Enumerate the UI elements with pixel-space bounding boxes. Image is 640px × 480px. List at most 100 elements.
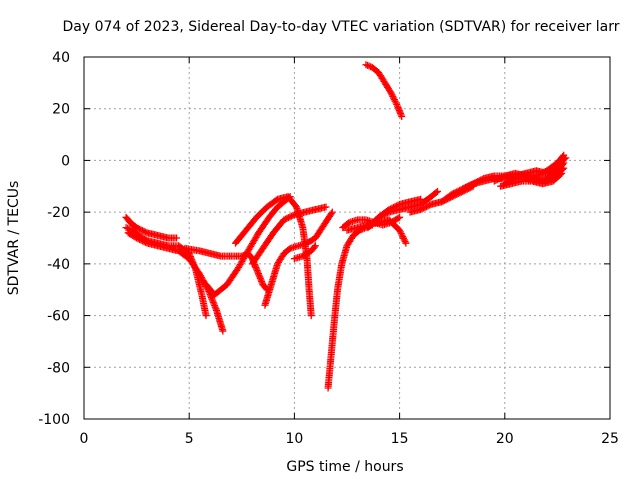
data-point xyxy=(382,210,390,218)
gridlines xyxy=(84,57,610,419)
data-point xyxy=(558,169,566,177)
data-point xyxy=(137,226,145,234)
data-point xyxy=(401,238,409,246)
series-arc5 xyxy=(202,193,294,299)
data-point xyxy=(493,176,501,184)
x-tick-label: 25 xyxy=(601,431,619,447)
data-point xyxy=(402,239,410,247)
data-point xyxy=(472,178,480,186)
data-point xyxy=(311,242,319,250)
data-point xyxy=(173,234,181,242)
data-point xyxy=(453,188,461,196)
data-point xyxy=(281,215,289,223)
data-point xyxy=(432,188,440,196)
series-arc15 xyxy=(375,187,441,221)
data-point xyxy=(202,312,210,320)
data-point xyxy=(495,175,503,183)
data-point xyxy=(454,187,462,195)
series-arc2 xyxy=(122,213,181,242)
data-point xyxy=(496,174,504,182)
data-point xyxy=(136,235,144,243)
data-point xyxy=(559,153,567,161)
data-point xyxy=(400,234,408,242)
data-point xyxy=(322,203,330,211)
data-point xyxy=(478,175,486,183)
series-arc12 xyxy=(343,216,410,247)
data-point xyxy=(499,173,507,181)
series-arc10 xyxy=(324,221,376,392)
data-point xyxy=(381,210,389,218)
data-point xyxy=(400,236,408,244)
y-axis-label: SDTVAR / TECUs xyxy=(6,181,22,296)
data-point xyxy=(394,214,402,222)
y-tick-label: 20 xyxy=(52,102,70,118)
data-point xyxy=(396,226,404,234)
data-point xyxy=(399,233,407,241)
data-point xyxy=(391,97,399,105)
data-point xyxy=(469,180,477,188)
series-arc8 xyxy=(248,203,330,268)
data-point xyxy=(196,270,204,278)
data-point xyxy=(538,169,546,177)
y-tick-label: -40 xyxy=(47,257,70,273)
data-point xyxy=(450,189,458,197)
data-point xyxy=(466,181,474,189)
data-point xyxy=(142,238,150,246)
data-point xyxy=(136,225,144,233)
data-point xyxy=(389,92,397,100)
data-point xyxy=(197,272,205,280)
data-point xyxy=(133,234,141,242)
data-point xyxy=(535,170,543,178)
data-point xyxy=(137,236,145,244)
y-tick-label: -20 xyxy=(47,205,70,221)
data-point xyxy=(420,204,428,212)
data-point xyxy=(459,185,467,193)
y-tick-label: -80 xyxy=(47,360,70,376)
data-point xyxy=(388,91,396,99)
data-point xyxy=(140,238,148,246)
axis-ticks xyxy=(83,56,611,420)
x-tick-label: 20 xyxy=(496,431,514,447)
y-tick-label: 40 xyxy=(52,50,70,66)
x-tick-label: 5 xyxy=(185,431,194,447)
data-point xyxy=(378,212,386,220)
data-point xyxy=(142,228,150,236)
data-point xyxy=(327,210,335,218)
data-point xyxy=(463,183,471,191)
data-point xyxy=(198,275,206,283)
tick-labels: 0 5 10 15 20 25 -100 -80 -60 -40 -20 0 20 40 xyxy=(38,50,619,447)
data-point xyxy=(559,165,567,173)
data-point xyxy=(448,190,456,198)
data-point xyxy=(423,203,431,211)
x-tick-label: 0 xyxy=(80,431,89,447)
data-point xyxy=(398,231,406,239)
data-point xyxy=(139,227,147,235)
data-point xyxy=(287,212,295,220)
data-point xyxy=(556,170,564,178)
data-point xyxy=(134,235,142,243)
data-point xyxy=(417,206,425,214)
data-point xyxy=(289,211,297,219)
data-point xyxy=(139,237,147,245)
data-point xyxy=(532,172,540,180)
data-point xyxy=(560,151,568,159)
chart-title: Day 074 of 2023, Sidereal Day-to-day VTE… xyxy=(63,19,620,35)
data-point xyxy=(375,213,383,221)
data-point xyxy=(465,182,473,190)
y-tick-label: 0 xyxy=(61,153,70,169)
data-point xyxy=(519,171,527,179)
data-point xyxy=(474,177,482,185)
data-points xyxy=(122,61,570,392)
data-point xyxy=(537,170,545,178)
data-point xyxy=(134,224,142,232)
data-point xyxy=(433,187,441,195)
series-arc9 xyxy=(290,242,319,263)
data-point xyxy=(140,227,148,235)
data-point xyxy=(392,99,400,107)
data-point xyxy=(396,213,404,221)
data-point xyxy=(376,213,384,221)
data-point xyxy=(280,216,288,224)
data-point xyxy=(219,327,227,335)
data-point xyxy=(475,177,483,185)
